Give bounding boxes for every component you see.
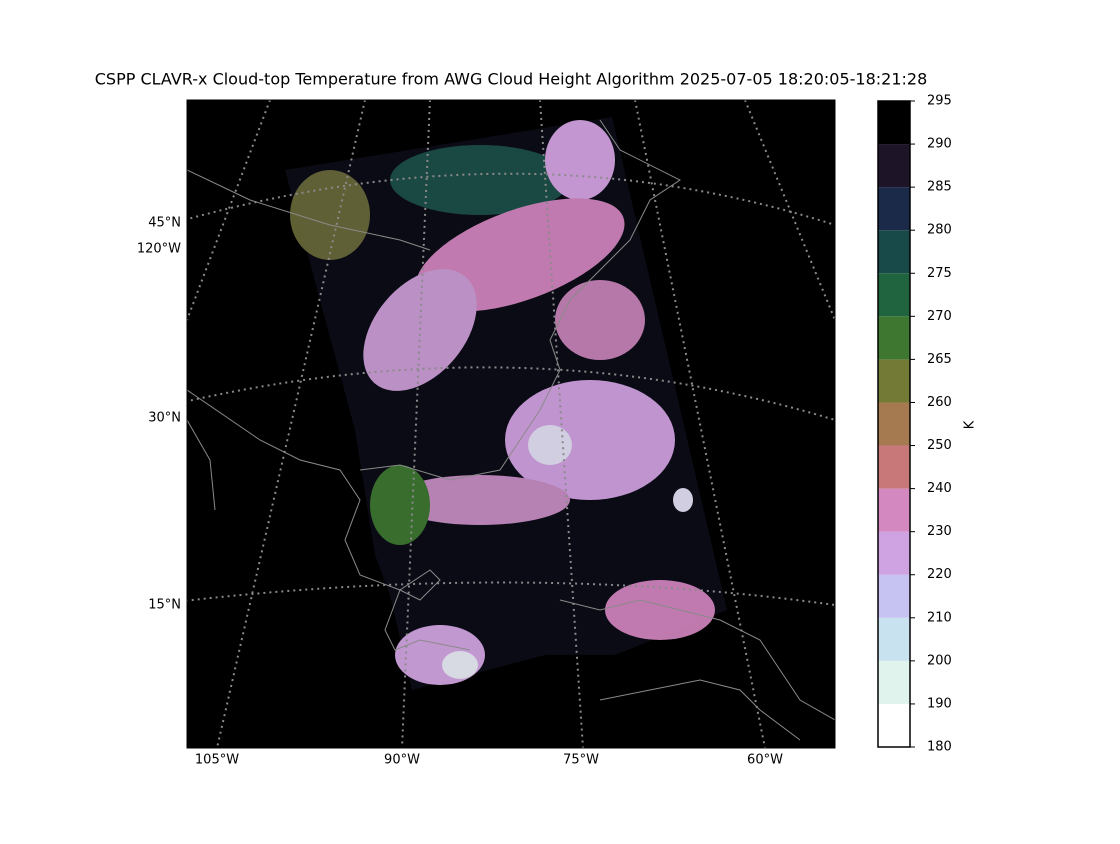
colorbar-segment bbox=[878, 144, 910, 188]
colorbar-segment bbox=[878, 574, 910, 618]
colorbar-tick-label: 210 bbox=[927, 610, 952, 625]
map-frame bbox=[186, 99, 836, 749]
lon-label: 75°W bbox=[563, 753, 599, 768]
lat-label: 30°N bbox=[148, 411, 181, 426]
colorbar-tick-label: 265 bbox=[927, 352, 952, 367]
colorbar-label: K bbox=[963, 420, 978, 429]
colorbar-tick-label: 285 bbox=[927, 180, 952, 195]
swath bbox=[285, 117, 727, 690]
colorbar-frame bbox=[877, 100, 911, 748]
lon-label: 60°W bbox=[747, 753, 783, 768]
graticule bbox=[187, 100, 835, 748]
lat-label: 15°N bbox=[148, 598, 181, 613]
colorbar-tick-label: 240 bbox=[927, 481, 952, 496]
colorbar-segment bbox=[878, 101, 910, 145]
cloud-field bbox=[290, 120, 715, 685]
colorbar-tick-label: 230 bbox=[927, 524, 952, 539]
colorbar: 180 190 200 210 220 230 240 250 260 265 270 275 280 2… bbox=[877, 94, 952, 755]
colorbar-tick-label: 190 bbox=[927, 696, 952, 711]
colorbar-tick-label: 275 bbox=[927, 266, 952, 281]
lon-label: 90°W bbox=[384, 753, 420, 768]
title: CSPP CLAVR-x Cloud-top Temperature from … bbox=[95, 70, 928, 89]
map bbox=[187, 100, 835, 748]
colorbar-tick-label: 180 bbox=[927, 740, 952, 755]
colorbar-segment bbox=[878, 316, 910, 360]
lon-label: 105°W bbox=[195, 753, 239, 768]
colorbar-segment bbox=[878, 402, 910, 446]
colorbar-segment bbox=[878, 445, 910, 489]
colorbar-segment bbox=[878, 359, 910, 403]
colorbar-segment bbox=[878, 703, 910, 747]
colorbar-tick-label: 220 bbox=[927, 567, 952, 582]
colorbar-tick-label: 260 bbox=[927, 395, 952, 410]
colorbar-segment bbox=[878, 617, 910, 661]
colorbar-tick-label: 280 bbox=[927, 223, 952, 238]
colorbar-segment bbox=[878, 531, 910, 575]
colorbar-segment bbox=[878, 660, 910, 704]
colorbar-segment bbox=[878, 488, 910, 532]
colorbar-tick-label: 295 bbox=[927, 94, 952, 109]
colorbar-segment bbox=[878, 230, 910, 274]
lat-label: 45°N bbox=[148, 216, 181, 231]
colorbar-tick-label: 290 bbox=[927, 137, 952, 152]
colorbar-segment bbox=[878, 273, 910, 317]
colorbar-tick-label: 200 bbox=[927, 653, 952, 668]
colorbar-tick-label: 270 bbox=[927, 309, 952, 324]
lon-label: 120°W bbox=[137, 242, 181, 257]
coastlines bbox=[187, 119, 835, 741]
colorbar-segment bbox=[878, 187, 910, 231]
colorbar-tick-label: 250 bbox=[927, 438, 952, 453]
